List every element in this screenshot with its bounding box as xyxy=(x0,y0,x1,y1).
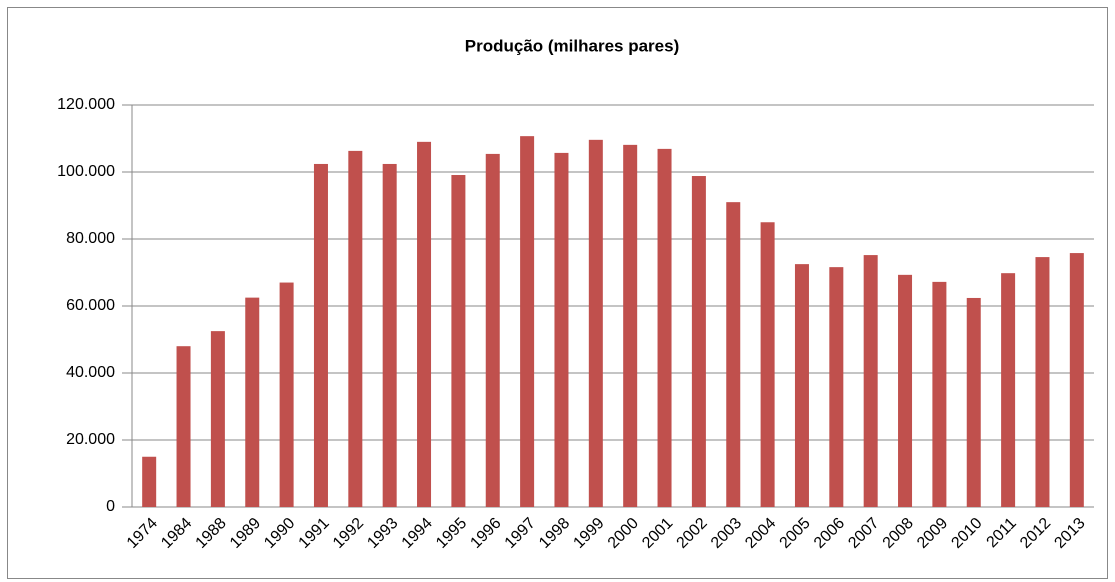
bar xyxy=(279,282,294,507)
chart-title: Produção (milhares pares) xyxy=(465,36,679,55)
y-tick-label: 0 xyxy=(106,498,115,515)
bar xyxy=(451,175,466,507)
bar xyxy=(210,331,225,507)
y-tick-label: 20.000 xyxy=(66,431,115,448)
y-tick-label: 120.000 xyxy=(57,96,115,113)
bar xyxy=(863,255,878,507)
bar xyxy=(313,163,328,507)
y-tick-label: 40.000 xyxy=(66,364,115,381)
bar xyxy=(1001,273,1016,507)
y-tick-label: 80.000 xyxy=(66,230,115,247)
bar xyxy=(623,144,638,508)
y-tick-label: 100.000 xyxy=(57,163,115,180)
bar xyxy=(657,148,672,507)
bar xyxy=(1035,257,1050,507)
bar xyxy=(520,136,535,507)
bar xyxy=(142,456,157,507)
bar xyxy=(245,297,260,507)
bar xyxy=(588,139,603,507)
bar xyxy=(966,297,981,507)
bar xyxy=(794,264,809,507)
bar xyxy=(726,202,741,507)
y-tick-label: 60.000 xyxy=(66,297,115,314)
bar xyxy=(829,267,844,507)
bar xyxy=(554,152,569,507)
bar xyxy=(760,222,775,507)
bar xyxy=(348,150,363,507)
bar xyxy=(1069,253,1084,507)
bar xyxy=(898,274,913,507)
bar xyxy=(176,346,191,507)
bar xyxy=(417,141,432,507)
bar xyxy=(932,281,947,507)
bar xyxy=(485,153,500,507)
bar xyxy=(382,163,397,507)
bar xyxy=(691,176,706,507)
